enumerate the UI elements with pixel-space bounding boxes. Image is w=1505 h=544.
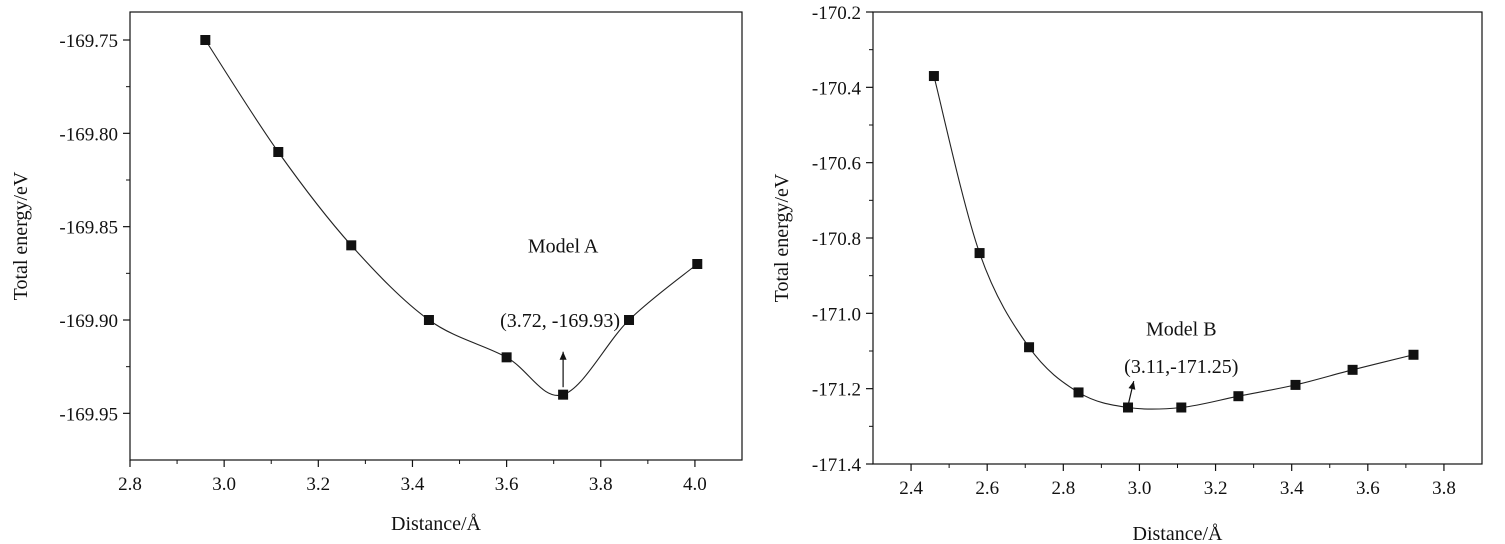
- annotation-arrow: [559, 351, 567, 388]
- data-point-marker: [501, 352, 512, 363]
- x-tick-label: 4.0: [683, 474, 707, 495]
- y-tick-label: -170.8: [812, 229, 861, 250]
- y-tick-label: -170.2: [812, 3, 861, 24]
- tick-labels: 2.8 3.0 3.2 3.4 3.6 3.8 4.0 -169.75 -169.80 -169.…: [59, 31, 706, 495]
- y-tick-label: -169.85: [59, 218, 118, 239]
- data-point-marker: [1233, 391, 1244, 402]
- x-tick-label: 3.6: [495, 474, 519, 495]
- data-point-marker: [558, 389, 569, 400]
- x-tick-label: 3.0: [212, 474, 236, 495]
- y-tick-label: -171.0: [812, 304, 861, 325]
- data-point-marker: [928, 71, 939, 82]
- data-point-marker: [692, 259, 703, 269]
- y-tick-label: -169.75: [59, 31, 118, 52]
- data-point-marker: [624, 315, 635, 325]
- x-tick-label: 2.6: [975, 478, 999, 499]
- annotation-minimum-coordinates: (3.72, -169.93): [500, 310, 620, 332]
- chart-panel-model-a: 2.8 3.0 3.2 3.4 3.6 3.8 4.0 -169.75 -169.80 -169.…: [10, 11, 743, 535]
- data-markers-model-b: [928, 71, 1419, 413]
- tick-labels: 2.4 2.6 2.8 3.0 3.2 3.4 3.6 3.8 -170.2 -170.4 -170…: [812, 3, 1456, 499]
- data-point-marker: [1347, 364, 1358, 375]
- data-point-marker: [974, 248, 985, 259]
- y-tick-label: -171.2: [812, 380, 861, 401]
- data-point-marker: [1290, 379, 1301, 390]
- data-point-marker: [1176, 402, 1187, 413]
- x-tick-label: 3.2: [1204, 478, 1228, 499]
- series-curve: [204, 39, 698, 396]
- plot-frame: [872, 11, 1483, 465]
- series-line-model-a: [204, 39, 698, 396]
- plot-frame: [129, 11, 743, 461]
- data-point-marker: [423, 315, 434, 325]
- axis-ticks: [866, 11, 1445, 471]
- arrow-head: [559, 351, 567, 360]
- arrow-head: [1128, 381, 1136, 390]
- chart-panel-model-b: 2.4 2.6 2.8 3.0 3.2 3.4 3.6 3.8 -170.2 -170.4 -170…: [771, 3, 1483, 544]
- x-axis-label: Distance/Å: [1133, 523, 1224, 544]
- x-tick-label: 3.2: [306, 474, 330, 495]
- x-axis-label: Distance/Å: [391, 513, 482, 535]
- y-axis-label: Total energy/eV: [10, 171, 32, 300]
- x-tick-label: 3.4: [401, 474, 425, 495]
- annotation-model-label: Model A: [528, 235, 599, 257]
- annotation-model-label: Model B: [1146, 318, 1217, 340]
- y-tick-label: -170.6: [812, 154, 861, 175]
- y-tick-label: -171.4: [812, 455, 862, 476]
- data-point-marker: [1123, 402, 1134, 413]
- data-point-marker: [1073, 387, 1084, 398]
- x-tick-label: 3.0: [1128, 478, 1152, 499]
- x-tick-label: 3.8: [589, 474, 613, 495]
- data-point-marker: [1024, 342, 1035, 353]
- y-tick-label: -169.90: [59, 311, 118, 332]
- x-tick-label: 2.8: [1051, 478, 1075, 499]
- annotation-arrow: [1127, 380, 1136, 406]
- y-tick-label: -169.95: [59, 404, 118, 425]
- x-tick-label: 2.4: [899, 478, 923, 499]
- y-tick-label: -169.80: [59, 124, 118, 145]
- annotation-minimum-coordinates: (3.11,-171.25): [1124, 356, 1238, 378]
- data-markers-model-a: [200, 35, 703, 400]
- x-tick-label: 3.6: [1356, 478, 1380, 499]
- y-tick-label: -170.4: [812, 78, 862, 99]
- data-point-marker: [1408, 349, 1419, 360]
- data-point-marker: [346, 240, 357, 251]
- x-tick-label: 2.8: [118, 474, 142, 495]
- x-tick-label: 3.8: [1432, 478, 1456, 499]
- axis-ticks: [123, 39, 696, 467]
- y-axis-label: Total energy/eV: [771, 173, 793, 302]
- data-point-marker: [200, 35, 211, 45]
- x-tick-label: 3.4: [1280, 478, 1304, 499]
- data-point-marker: [273, 147, 284, 157]
